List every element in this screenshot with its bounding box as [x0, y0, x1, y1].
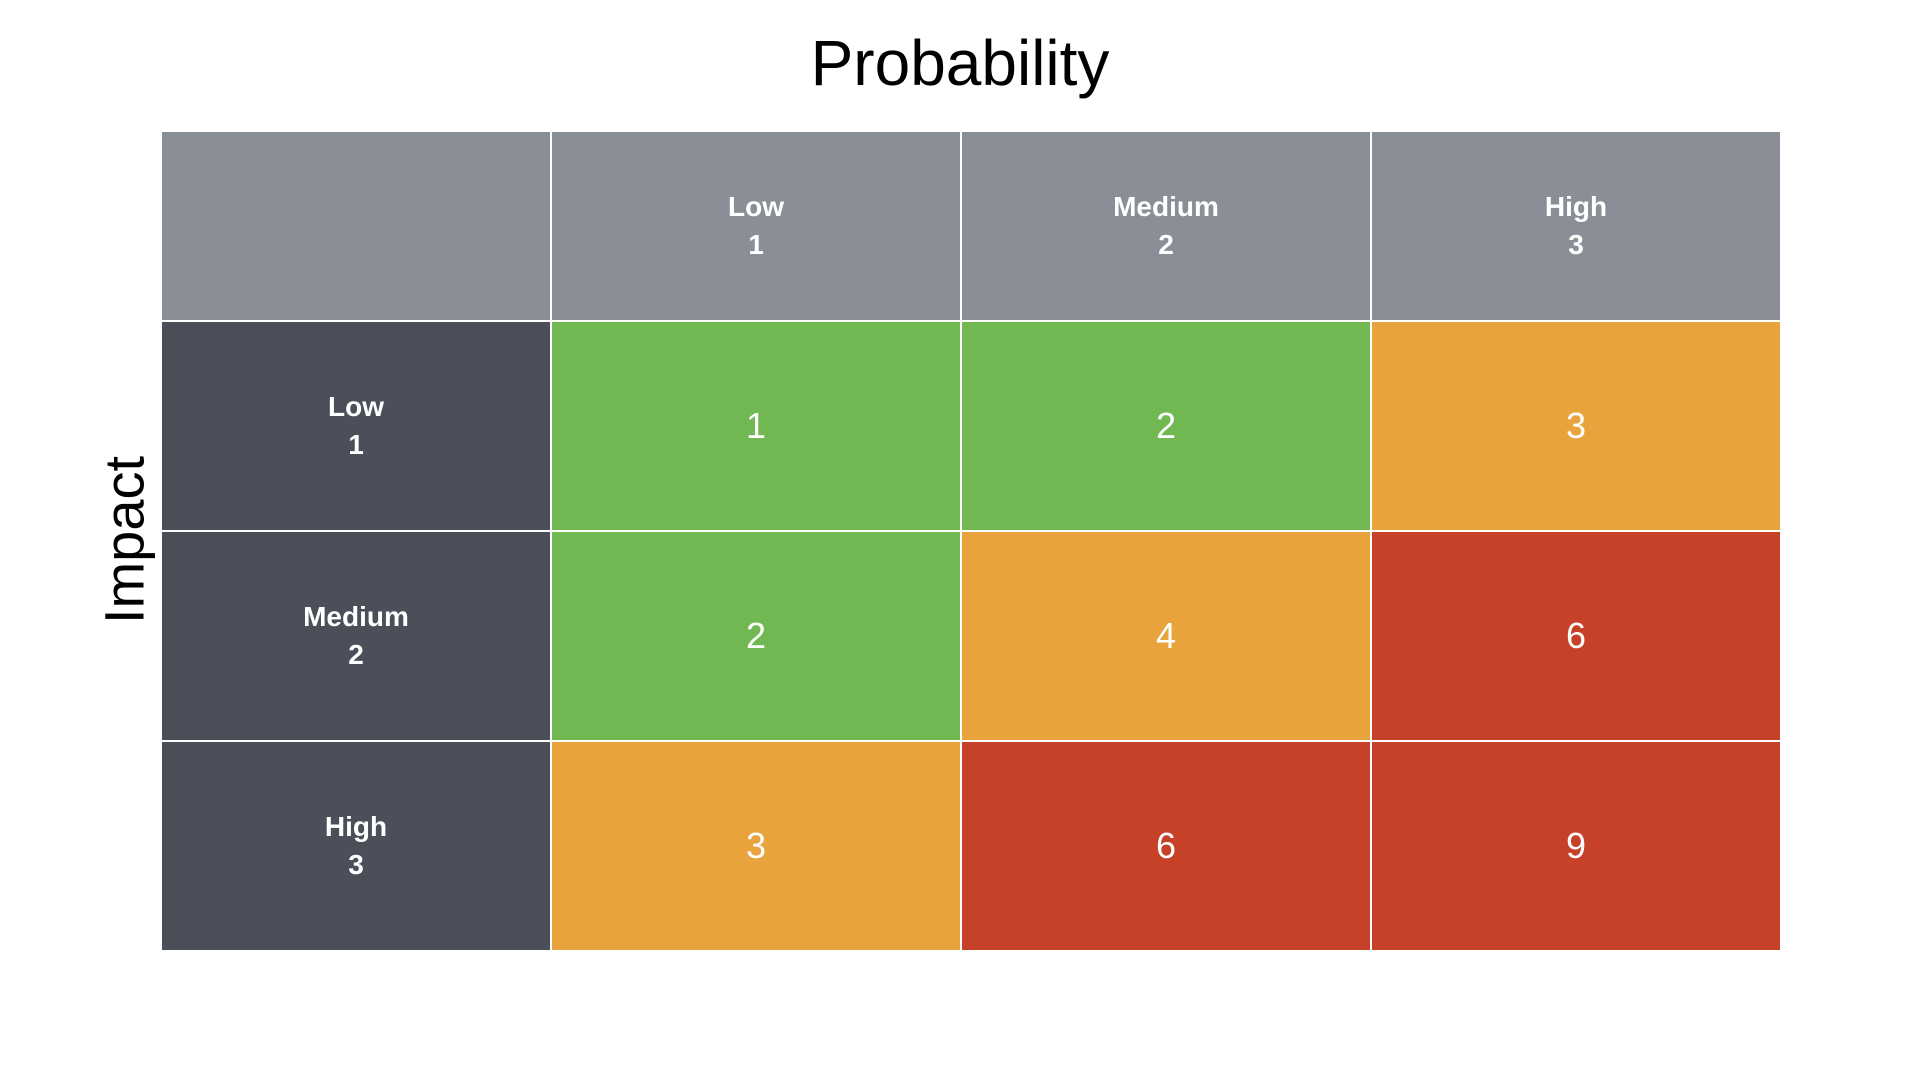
cell-2-3: 6	[1371, 531, 1781, 741]
row-header-label: Low	[162, 388, 550, 426]
cell-1-1: 1	[551, 321, 961, 531]
row-medium: Medium 2 2 4 6	[161, 531, 1781, 741]
col-header-label: Medium	[962, 188, 1370, 226]
row-header-low: Low 1	[161, 321, 551, 531]
col-header-label: Low	[552, 188, 960, 226]
cell-3-1: 3	[551, 741, 961, 951]
col-header-value: 2	[962, 226, 1370, 264]
row-header-medium: Medium 2	[161, 531, 551, 741]
cell-3-2: 6	[961, 741, 1371, 951]
row-low: Low 1 1 2 3	[161, 321, 1781, 531]
row-header-label: High	[162, 808, 550, 846]
row-header-value: 2	[162, 636, 550, 674]
cell-2-1: 2	[551, 531, 961, 741]
risk-matrix-table: Low 1 Medium 2 High 3 Low 1 1 2 3 Medium	[160, 130, 1782, 952]
col-header-medium: Medium 2	[961, 131, 1371, 321]
col-header-low: Low 1	[551, 131, 961, 321]
col-header-value: 1	[552, 226, 960, 264]
probability-axis-title: Probability	[0, 26, 1920, 100]
cell-3-3: 9	[1371, 741, 1781, 951]
cell-1-2: 2	[961, 321, 1371, 531]
col-header-high: High 3	[1371, 131, 1781, 321]
row-header-high: High 3	[161, 741, 551, 951]
impact-axis-title: Impact	[92, 456, 157, 624]
risk-matrix-figure: Probability Impact Low 1 Medium 2 High 3	[0, 0, 1920, 1080]
col-header-value: 3	[1372, 226, 1780, 264]
cell-2-2: 4	[961, 531, 1371, 741]
header-row: Low 1 Medium 2 High 3	[161, 131, 1781, 321]
row-header-value: 3	[162, 846, 550, 884]
row-high: High 3 3 6 9	[161, 741, 1781, 951]
row-header-label: Medium	[162, 598, 550, 636]
corner-cell	[161, 131, 551, 321]
cell-1-3: 3	[1371, 321, 1781, 531]
col-header-label: High	[1372, 188, 1780, 226]
row-header-value: 1	[162, 426, 550, 464]
